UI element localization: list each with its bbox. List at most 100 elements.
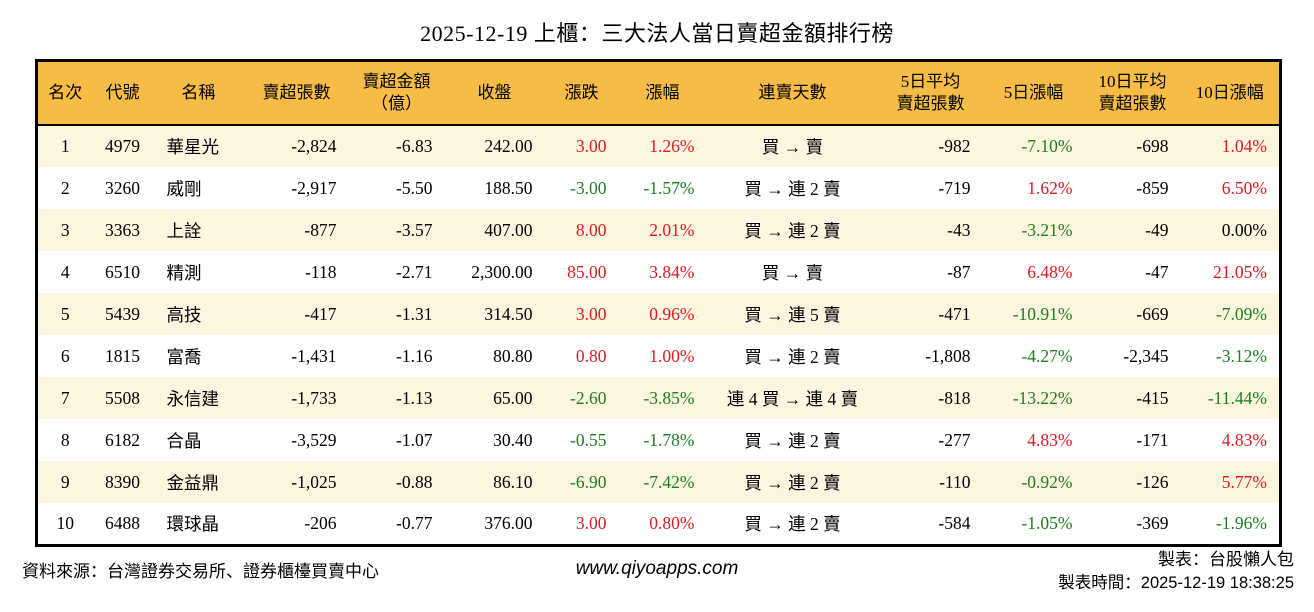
cell-change_pct: -1.78%	[643, 429, 695, 450]
cell-pct10: 1.04%	[1221, 136, 1267, 157]
cell-avg5: -43	[947, 219, 971, 240]
cell-streak: 買 → 連 2 賣	[744, 220, 841, 241]
cell-rank: 1	[60, 136, 70, 157]
cell-avg5: -277	[938, 429, 971, 450]
cell-streak: 買 → 連 2 賣	[744, 513, 841, 534]
table-row: 6 1815 富喬 -1,431 -1.16 80.80 0.80 1.00% 買 → 連 2 …	[36, 335, 1281, 378]
ranking-table: 名次 代號 名稱 賣超張數 賣超金額 （億） 收盤 漲跌 漲幅 連賣天數 5日平均 賣超張數 5日漲…	[35, 59, 1282, 547]
cell-avg10: -859	[1136, 177, 1169, 198]
cell-net_sell: -2,917	[291, 177, 337, 198]
cell-pct5: -4.27%	[1021, 345, 1073, 366]
cell-change: 3.00	[575, 136, 607, 157]
cell-avg5: -719	[938, 177, 971, 198]
cell-net_sell: -2,824	[291, 136, 337, 157]
cell-code: 8390	[105, 471, 140, 492]
cell-name: 合晶	[166, 430, 202, 451]
column-header-net_sell: 賣超張數	[244, 60, 349, 127]
column-header-avg5: 5日平均 賣超張數	[878, 60, 983, 127]
cell-amount: -1.13	[396, 387, 433, 408]
cell-net_sell: -206	[304, 512, 337, 533]
cell-name: 金益鼎	[166, 472, 220, 493]
cell-rank: 3	[60, 219, 70, 240]
cell-amount: -0.88	[396, 471, 433, 492]
cell-rank: 4	[60, 261, 70, 282]
cell-change: -0.55	[570, 429, 607, 450]
cell-change_pct: 2.01%	[649, 219, 695, 240]
cell-name: 精測	[166, 262, 202, 283]
column-header-rank: 名次	[36, 60, 93, 127]
cell-name: 永信建	[166, 388, 220, 409]
cell-avg10: -2,345	[1123, 345, 1169, 366]
cell-code: 5439	[105, 303, 140, 324]
cell-change_pct: 1.00%	[649, 345, 695, 366]
cell-change: -2.60	[570, 387, 607, 408]
cell-pct5: -7.10%	[1021, 136, 1073, 157]
cell-avg5: -982	[938, 136, 971, 157]
cell-avg5: -471	[938, 303, 971, 324]
cell-net_sell: -1,733	[291, 387, 337, 408]
cell-rank: 5	[60, 303, 70, 324]
cell-avg5: -584	[938, 512, 971, 533]
cell-amount: -1.16	[396, 345, 433, 366]
cell-change: 0.80	[575, 345, 607, 366]
cell-pct5: 6.48%	[1027, 261, 1073, 282]
cell-pct5: -10.91%	[1012, 303, 1073, 324]
cell-net_sell: -877	[304, 219, 337, 240]
cell-avg10: -49	[1145, 219, 1169, 240]
cell-amount: -3.57	[396, 219, 433, 240]
cell-change: 8.00	[575, 219, 607, 240]
website-url: www.qiyoapps.com	[575, 557, 739, 579]
column-header-streak: 連賣天數	[706, 60, 879, 127]
cell-rank: 8	[60, 429, 70, 450]
cell-streak: 買 → 連 2 賣	[744, 178, 841, 199]
cell-avg5: -818	[938, 387, 971, 408]
cell-code: 6488	[105, 512, 140, 533]
cell-pct10: -7.09%	[1215, 303, 1267, 324]
table-header: 名次 代號 名稱 賣超張數 賣超金額 （億） 收盤 漲跌 漲幅 連賣天數 5日平均 賣超張數 5日漲…	[36, 60, 1281, 127]
column-header-pct10: 10日漲幅	[1180, 60, 1281, 127]
cell-close: 80.80	[493, 345, 533, 366]
cell-pct5: -0.92%	[1021, 471, 1073, 492]
cell-pct10: 6.50%	[1221, 177, 1267, 198]
column-header-close: 收盤	[444, 60, 545, 127]
cell-change_pct: -3.85%	[643, 387, 695, 408]
cell-close: 407.00	[484, 219, 533, 240]
column-header-amount: 賣超金額 （億）	[348, 60, 445, 127]
cell-pct5: -13.22%	[1012, 387, 1073, 408]
cell-rank: 6	[60, 345, 70, 366]
cell-amount: -0.77	[396, 512, 433, 533]
column-header-change: 漲跌	[544, 60, 619, 127]
cell-code: 6182	[105, 429, 140, 450]
table-row: 1 4979 華星光 -2,824 -6.83 242.00 3.00 1.26% 買 → 賣 -…	[36, 125, 1281, 168]
cell-avg10: -698	[1136, 136, 1169, 157]
cell-streak: 買 → 連 5 賣	[744, 304, 841, 325]
cell-change_pct: 0.80%	[649, 512, 695, 533]
cell-pct5: -1.05%	[1021, 512, 1073, 533]
cell-streak: 連 4 買 → 連 4 賣	[726, 388, 859, 409]
cell-net_sell: -1,431	[291, 345, 337, 366]
cell-amount: -2.71	[396, 261, 433, 282]
maker-credit: 製表：台股懶人包	[1158, 549, 1294, 569]
cell-close: 2,300.00	[471, 261, 533, 282]
cell-avg5: -110	[939, 471, 971, 492]
cell-net_sell: -1,025	[291, 471, 337, 492]
generated-timestamp: 製表時間：2025-12-19 18:38:25	[1058, 574, 1294, 593]
cell-rank: 2	[60, 177, 70, 198]
cell-close: 376.00	[484, 512, 533, 533]
cell-change_pct: 1.26%	[649, 136, 695, 157]
cell-pct10: -3.12%	[1215, 345, 1267, 366]
cell-avg10: -415	[1136, 387, 1169, 408]
cell-code: 3260	[105, 177, 140, 198]
cell-pct5: 4.83%	[1027, 429, 1073, 450]
cell-change: -3.00	[570, 177, 607, 198]
cell-code: 6510	[105, 261, 140, 282]
cell-amount: -1.07	[396, 429, 433, 450]
cell-name: 威剛	[166, 178, 202, 199]
cell-rank: 10	[56, 512, 75, 533]
cell-change: 3.00	[575, 303, 607, 324]
cell-streak: 買 → 連 2 賣	[744, 472, 841, 493]
table-row: 2 3260 威剛 -2,917 -5.50 188.50 -3.00 -1.57% 買 → 連…	[36, 167, 1281, 210]
table-row: 8 6182 合晶 -3,529 -1.07 30.40 -0.55 -1.78% 買 → 連 …	[36, 419, 1281, 462]
cell-streak: 買 → 賣	[761, 262, 824, 283]
table-header-row: 名次 代號 名稱 賣超張數 賣超金額 （億） 收盤 漲跌 漲幅 連賣天數 5日平均 賣超張數 5日漲…	[36, 60, 1281, 127]
